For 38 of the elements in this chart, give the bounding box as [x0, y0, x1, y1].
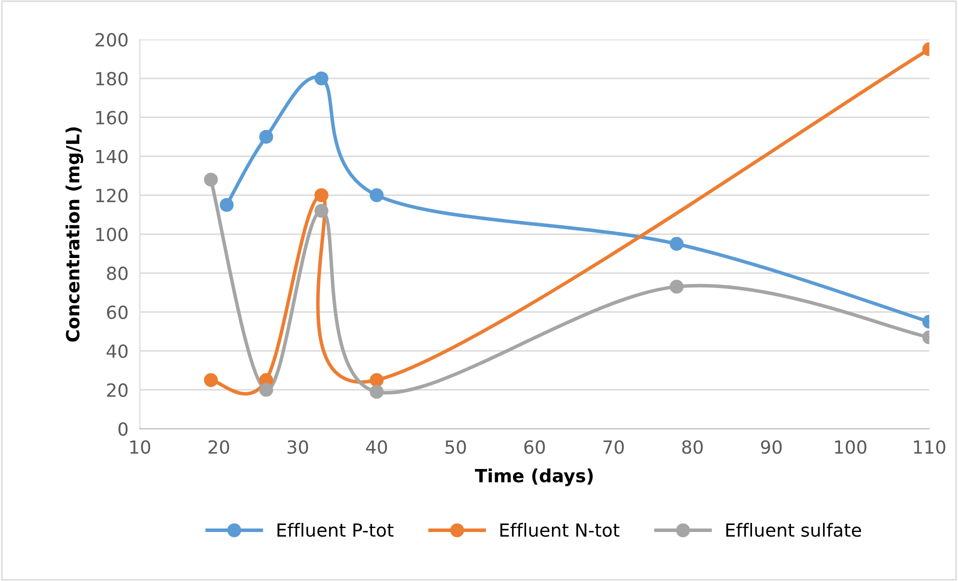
- legend-label: Effluent N-tot: [500, 522, 620, 537]
- x-tick-label: 70: [603, 440, 624, 454]
- y-tick-label: 200: [96, 32, 128, 47]
- x-tick-label: 40: [366, 440, 387, 454]
- point: [204, 373, 218, 388]
- y-tick-label: 160: [96, 110, 128, 124]
- legend-label: Effluent sulfate: [726, 522, 862, 537]
- y-tick-label: 0: [118, 422, 128, 436]
- x-tick-label: 100: [835, 440, 866, 454]
- x-tick-label: 50: [446, 440, 466, 454]
- y-tick-label: 80: [107, 266, 128, 280]
- x-axis-title: Time (days): [474, 468, 593, 486]
- point: [259, 382, 274, 397]
- x-tick-label: 30: [288, 440, 308, 454]
- x-tick-label: 10: [130, 440, 150, 454]
- y-tick-label: 140: [96, 150, 128, 164]
- point: [314, 188, 328, 202]
- point: [314, 71, 328, 86]
- y-tick-label: 60: [107, 305, 128, 320]
- x-tick-label: 80: [682, 440, 703, 454]
- y-tick-label: 120: [96, 188, 128, 202]
- y-tick-label: 100: [96, 228, 128, 242]
- point: [204, 172, 218, 187]
- point: [370, 384, 384, 399]
- y-tick-label: 180: [96, 72, 128, 86]
- point: [370, 188, 384, 202]
- x-tick-label: 60: [524, 440, 545, 454]
- point: [220, 198, 234, 212]
- x-tick-label: 90: [761, 440, 782, 454]
- point: [314, 204, 328, 218]
- legend-label: Effluent P-tot: [278, 522, 394, 537]
- point: [370, 373, 384, 388]
- y-tick-label: 20: [107, 383, 128, 397]
- x-tick-label: 110: [914, 440, 946, 454]
- x-tick-label: 20: [208, 440, 230, 454]
- y-axis-title: Concentration (mg/L): [66, 127, 84, 342]
- y-tick-label: 40: [106, 344, 128, 358]
- point: [259, 130, 274, 144]
